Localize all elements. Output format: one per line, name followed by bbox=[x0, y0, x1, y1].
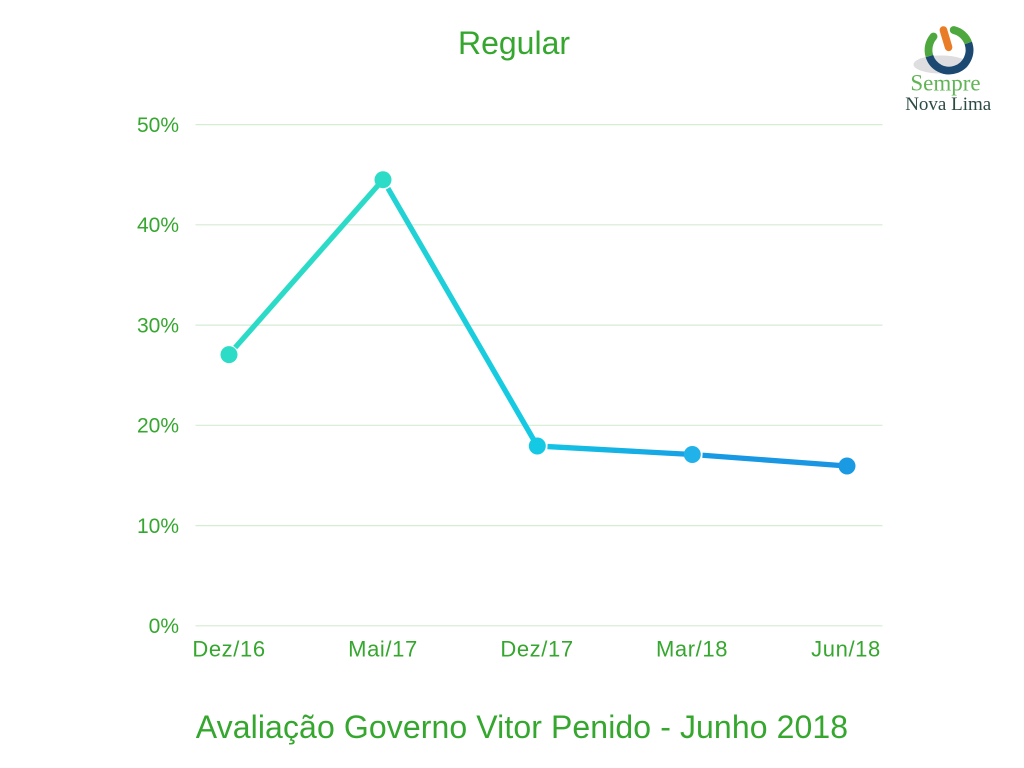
svg-text:Jun/18: Jun/18 bbox=[811, 636, 881, 661]
svg-text:Regular: Regular bbox=[458, 25, 570, 61]
svg-text:50%: 50% bbox=[137, 114, 179, 137]
svg-text:Dez/16: Dez/16 bbox=[192, 637, 265, 662]
svg-text:40%: 40% bbox=[137, 214, 179, 237]
svg-text:30%: 30% bbox=[137, 315, 179, 338]
svg-text:20%: 20% bbox=[137, 415, 179, 438]
svg-text:Nova Lima: Nova Lima bbox=[905, 94, 992, 115]
svg-text:Mar/18: Mar/18 bbox=[656, 636, 728, 661]
svg-text:Avaliação Governo Vitor Penido: Avaliação Governo Vitor Penido - Junho 2… bbox=[196, 709, 848, 745]
svg-text:0%: 0% bbox=[149, 615, 179, 638]
svg-text:Dez/17: Dez/17 bbox=[500, 636, 573, 661]
svg-text:10%: 10% bbox=[137, 515, 179, 538]
svg-text:Mai/17: Mai/17 bbox=[348, 636, 418, 661]
svg-text:Sempre: Sempre bbox=[910, 71, 980, 96]
